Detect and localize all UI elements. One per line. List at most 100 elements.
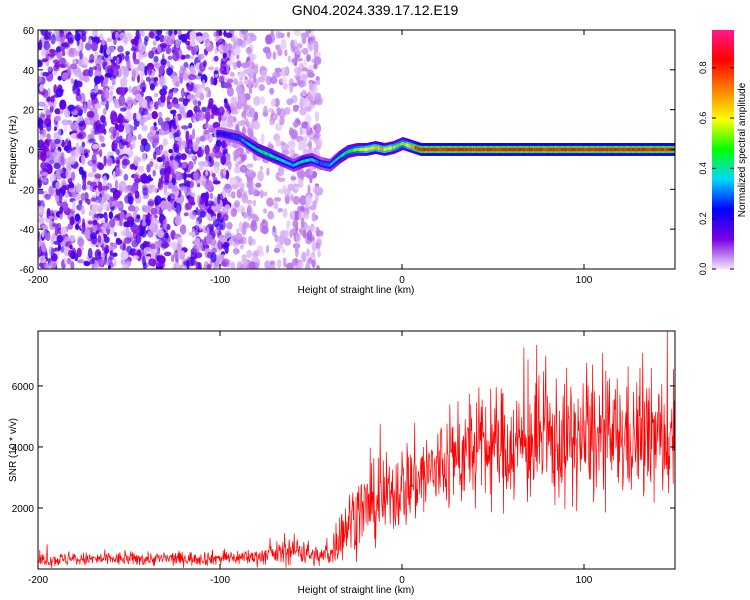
colorbar-tick-label: 0.8 [698,61,708,74]
noise-speck [153,55,159,63]
noise-speck [210,76,214,86]
snr-xlabel: Height of straight line (km) [298,585,415,596]
noise-speck [76,248,82,258]
noise-speck [308,102,315,109]
noise-speck [112,56,118,61]
signal-core [652,147,655,152]
snr-ylabel: SNR (10 * v/v) [8,418,19,482]
noise-speck [281,142,289,153]
noise-speck [98,55,103,64]
noise-speck [111,68,119,78]
noise-speck [232,61,238,70]
noise-speck [123,227,130,238]
noise-speck [43,262,50,269]
noise-speck [231,106,238,115]
noise-speck [171,103,178,108]
noise-speck [48,215,54,220]
noise-speck [317,137,323,149]
noise-speck [206,180,214,192]
noise-speck [50,33,56,45]
noise-speck [275,172,280,181]
noise-speck [307,65,315,70]
noise-speck [270,30,274,36]
noise-speck [315,51,321,58]
noise-speck [266,167,270,176]
noise-speck [185,202,193,211]
noise-speck [187,109,193,118]
noise-speck [129,163,135,170]
noise-speck [131,139,136,150]
noise-speck [101,60,107,68]
noise-speck [143,262,147,269]
noise-speck [225,171,230,179]
noise-speck [290,196,294,202]
noise-speck [44,193,51,200]
noise-speck [83,102,87,114]
signal-core [527,147,530,152]
noise-speck [133,35,139,47]
noise-speck [66,257,72,265]
noise-speck [247,235,253,246]
noise-speck [298,140,307,151]
noise-speck [192,141,199,152]
noise-speck [222,167,227,177]
noise-speck [280,67,289,77]
noise-speck [302,149,306,155]
noise-speck [197,262,202,269]
noise-speck [283,184,286,194]
noise-speck [207,102,213,109]
noise-speck [38,247,42,256]
noise-speck [196,35,204,43]
noise-speck [300,171,309,177]
noise-speck [175,172,183,181]
noise-speck [107,200,116,208]
noise-speck [238,71,246,79]
noise-speck [57,168,64,174]
noise-speck [61,119,69,126]
signal-core [587,147,590,152]
noise-speck [94,79,98,87]
noise-speck [309,174,313,184]
noise-speck [211,104,218,113]
noise-speck [63,123,67,133]
noise-speck [189,30,197,42]
noise-speck [189,65,195,75]
noise-speck [148,50,155,59]
noise-speck [167,182,174,190]
noise-speck [84,117,93,126]
noise-speck [272,113,277,119]
noise-speck [237,89,242,97]
signal-core [250,143,253,147]
noise-speck [141,152,147,163]
noise-speck [213,55,219,62]
noise-speck [67,104,76,112]
noise-speck [87,220,93,225]
noise-speck [77,59,84,65]
noise-speck [246,249,253,258]
y-tick-label: 0 [28,146,34,157]
noise-speck [247,169,255,179]
noise-speck [187,173,192,178]
spectrogram-xlabel: Height of straight line (km) [298,285,415,296]
noise-speck [311,258,316,268]
noise-speck [149,226,155,232]
noise-speck [171,33,176,40]
noise-speck [291,58,297,63]
colorbar-gradient [712,30,734,269]
noise-speck [38,39,43,51]
noise-speck [67,37,74,44]
noise-speck [147,174,152,182]
noise-speck [314,123,322,134]
signal-core [646,147,649,152]
noise-speck [185,139,190,145]
noise-speck [144,95,153,101]
noise-speck [92,66,97,71]
noise-speck [301,67,308,72]
noise-speck [104,72,113,78]
noise-speck [97,234,102,244]
noise-speck [54,225,59,237]
noise-speck [243,69,251,74]
noise-speck [213,228,220,235]
noise-speck [219,220,226,231]
